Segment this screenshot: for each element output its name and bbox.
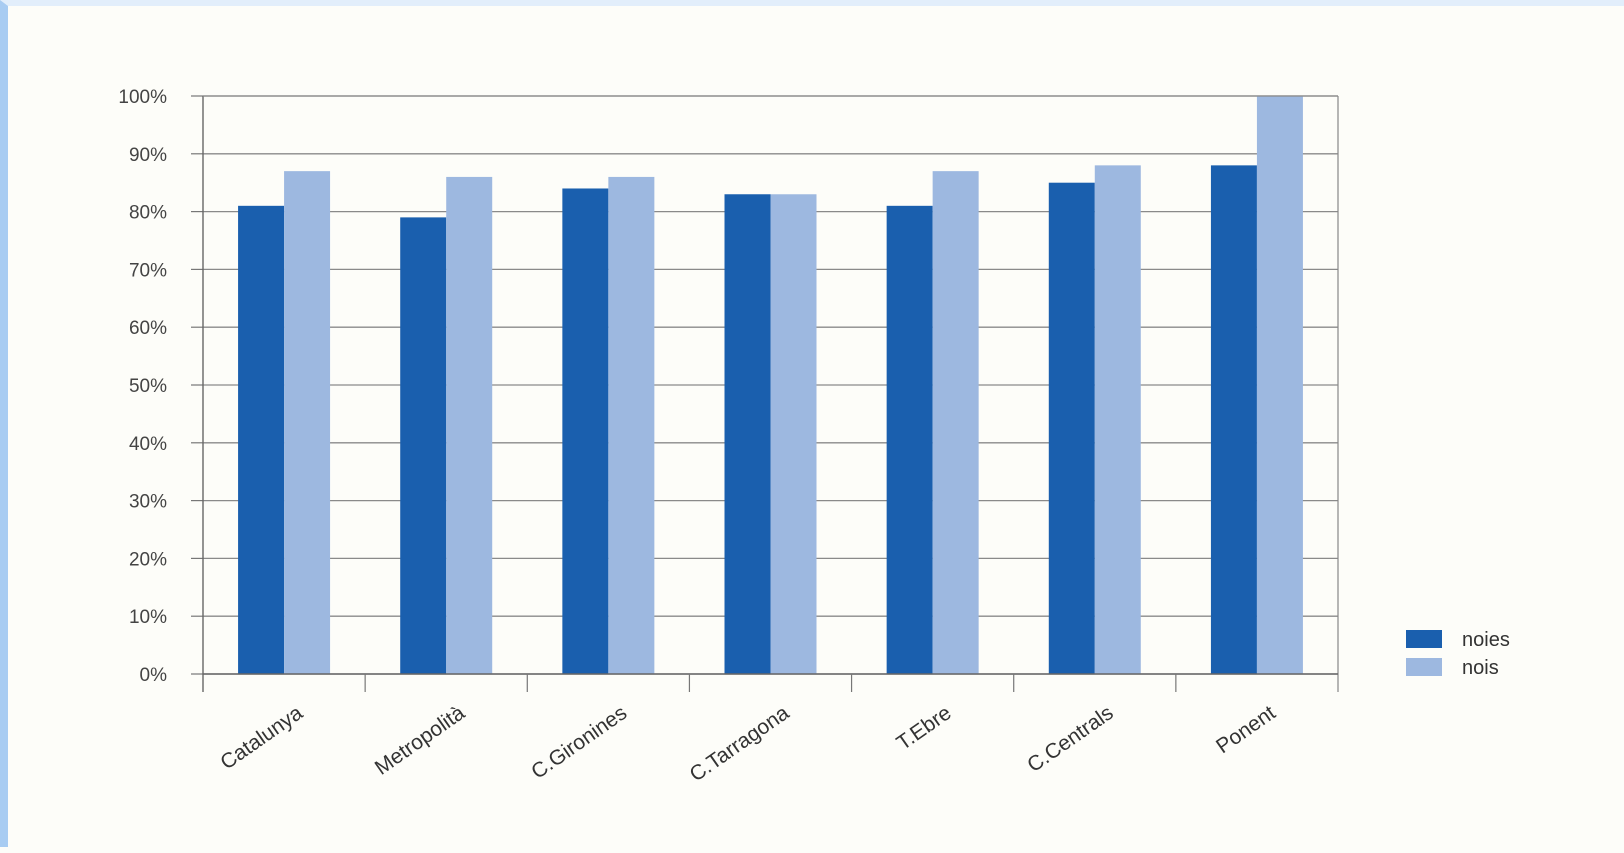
y-tick-label: 20% xyxy=(129,549,167,570)
bar-nois-C.Gironines xyxy=(608,176,655,675)
x-category-label: C.Gironines xyxy=(527,701,631,783)
bar-noies-Metropolità xyxy=(400,217,447,674)
legend-swatch-noies xyxy=(1406,630,1442,648)
bar-noies-C.Tarragona xyxy=(724,194,771,674)
x-category-label: Metropolità xyxy=(371,701,470,780)
y-tick-label: 50% xyxy=(129,376,167,397)
y-tick-label: 90% xyxy=(129,145,167,166)
y-tick-label: 10% xyxy=(129,607,167,628)
x-category-label: C.Tarragona xyxy=(686,701,794,786)
bar-nois-C.Centrals xyxy=(1094,165,1141,675)
bar-noies-Catalunya xyxy=(238,205,285,674)
legend: noies nois xyxy=(1406,629,1510,679)
y-axis-ticks: 0% 10% 20% 30% 40% 50% 60% 70% 80% 90% 100% xyxy=(118,87,203,686)
legend-swatch-nois xyxy=(1406,658,1442,676)
bar-nois-Ponent xyxy=(1256,96,1303,674)
legend-label-noies: noies xyxy=(1462,629,1510,651)
y-tick-label: 60% xyxy=(129,318,167,339)
bar-nois-Catalunya xyxy=(284,171,331,674)
y-tick-label: 80% xyxy=(129,203,167,224)
bars xyxy=(238,96,1303,675)
bar-noies-T.Ebre xyxy=(886,205,933,674)
x-category-label: T.Ebre xyxy=(893,701,956,755)
x-category-label: C.Centrals xyxy=(1023,701,1117,777)
y-tick-label: 70% xyxy=(129,260,167,281)
bar-nois-C.Tarragona xyxy=(770,194,817,674)
bar-noies-Ponent xyxy=(1210,165,1257,675)
bar-nois-T.Ebre xyxy=(932,171,979,674)
y-tick-label: 100% xyxy=(118,87,167,108)
y-tick-label: 40% xyxy=(129,434,167,455)
x-category-label: Ponent xyxy=(1212,701,1280,758)
axes xyxy=(202,95,1339,692)
legend-label-nois: nois xyxy=(1462,657,1499,679)
bar-nois-Metropolità xyxy=(446,176,493,675)
x-category-label: Catalunya xyxy=(216,701,307,774)
bar-noies-C.Gironines xyxy=(562,188,609,675)
x-axis-labels: Catalunya Metropolità C.Gironines C.Tarrago… xyxy=(216,701,1280,786)
y-tick-label: 30% xyxy=(129,492,167,513)
bar-chart: 0% 10% 20% 30% 40% 50% 60% 70% 80% 90% 100% Catalu… xyxy=(118,87,1510,786)
y-tick-label: 0% xyxy=(140,665,168,686)
bar-noies-C.Centrals xyxy=(1048,182,1095,674)
